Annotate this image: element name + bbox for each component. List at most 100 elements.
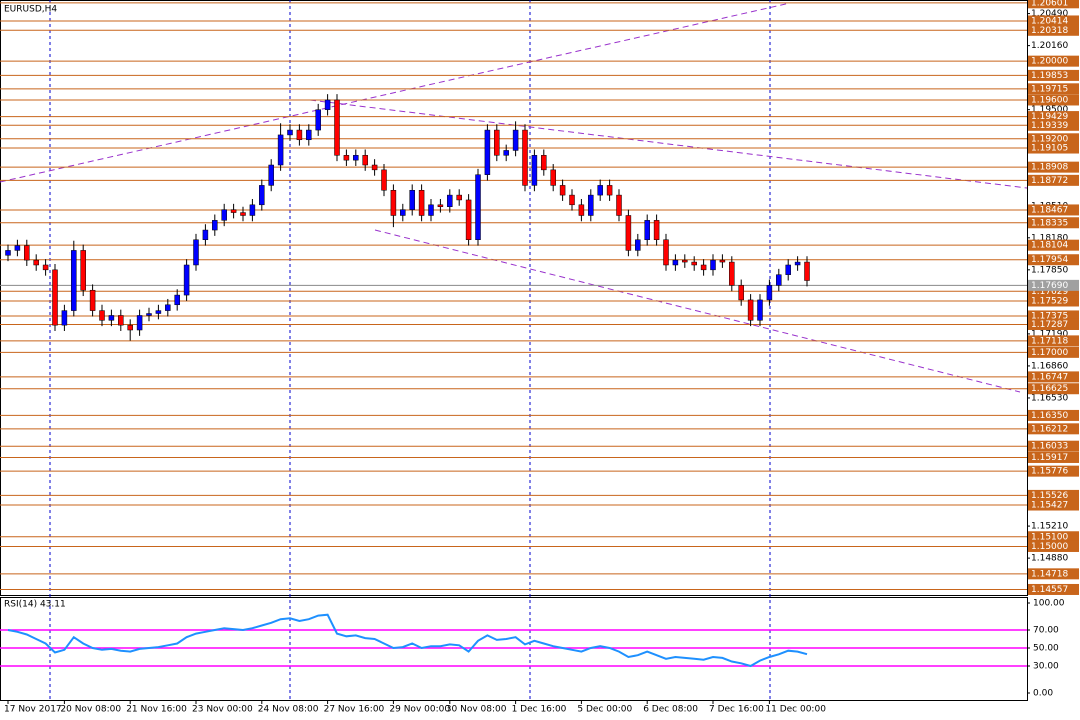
last-price-box	[1028, 279, 1079, 291]
candle-body	[747, 299, 754, 321]
level-label: 1.16747	[1031, 372, 1068, 382]
candle-body	[343, 155, 350, 161]
level-label-box	[1028, 371, 1079, 383]
level-label: 1.18772	[1031, 176, 1068, 186]
level-label: 1.19715	[1031, 84, 1068, 94]
candle-body	[118, 315, 124, 326]
trend-line	[309, 99, 1028, 189]
level-label: 1.20601	[1031, 0, 1068, 8]
candle-body	[362, 155, 368, 166]
candle-body	[183, 264, 190, 296]
candle-body	[5, 250, 11, 256]
level-label-box	[1028, 15, 1079, 27]
level-label: 1.16625	[1031, 384, 1068, 394]
level-label-box	[1028, 383, 1079, 395]
levels	[0, 2, 1027, 667]
candle-body	[202, 229, 209, 240]
candle-body	[324, 99, 331, 110]
y-tick-label: 1.14880	[1031, 554, 1068, 564]
x-tick-label: 30 Nov 08:00	[446, 705, 507, 715]
level-label: 1.19200	[1031, 134, 1068, 144]
candle-body	[127, 324, 133, 331]
candle-body	[268, 164, 274, 186]
level-label: 1.19853	[1031, 71, 1068, 81]
level-label: 1.19105	[1031, 144, 1068, 154]
level-label: 1.19600	[1031, 95, 1068, 105]
level-label: 1.15427	[1031, 501, 1068, 511]
candle-body	[108, 315, 115, 321]
candle-body	[550, 169, 556, 186]
candle-body	[729, 261, 735, 286]
candle-body	[719, 259, 726, 263]
level-label-box	[1028, 133, 1079, 145]
candle-body	[512, 129, 519, 151]
x-tick-label: 7 Dec 16:00	[709, 705, 764, 715]
x-tick-label: 11 Dec 00:00	[765, 705, 826, 715]
trend-lines	[0, 2, 1028, 393]
marks	[5, 13, 1030, 704]
y-tick-label: 70.00	[1033, 626, 1059, 636]
level-label-box	[1028, 55, 1079, 67]
trend-line	[0, 2, 791, 183]
candle-body	[776, 274, 782, 286]
y-tick-label: 0.00	[1033, 689, 1053, 699]
level-label: 1.17375	[1031, 311, 1068, 321]
candle-body	[682, 259, 688, 263]
candle-body	[569, 194, 575, 206]
candle-body	[165, 304, 171, 311]
x-tick-label: 6 Dec 08:00	[643, 705, 698, 715]
y-tick-label: 1.15210	[1031, 522, 1068, 532]
candle-body	[738, 285, 744, 301]
candle-body	[625, 215, 632, 251]
candle-body	[371, 164, 378, 171]
level-label-box	[1028, 540, 1079, 552]
labels: 1.204901.201601.195001.185101.181801.178…	[4, 0, 1079, 715]
candle-body	[672, 259, 679, 266]
level-label: 1.20414	[1031, 16, 1068, 26]
level-label: 1.17000	[1031, 348, 1068, 358]
main-pane-frame	[0, 0, 1028, 596]
candle-body	[61, 310, 68, 326]
x-tick-label: 21 Nov 16:00	[126, 705, 187, 715]
candle-body	[456, 194, 462, 201]
level-label-box	[1028, 142, 1079, 154]
candle-body	[212, 220, 218, 231]
level-label: 1.18335	[1031, 218, 1068, 228]
x-tick-label: 20 Nov 08:00	[60, 705, 121, 715]
level-label-box	[1028, 310, 1079, 322]
level-label-box	[1028, 217, 1079, 229]
level-label-box	[1028, 568, 1079, 580]
candle-body	[155, 310, 162, 314]
level-label-box	[1028, 489, 1079, 501]
candle-body	[136, 315, 143, 331]
level-label: 1.15917	[1031, 453, 1068, 463]
y-tick-label: 1.17190	[1031, 329, 1068, 339]
candle-body	[785, 264, 791, 275]
level-label-box	[1028, 531, 1079, 543]
level-label-box	[1028, 346, 1079, 358]
rsi-title: RSI(14) 43.11	[4, 600, 66, 610]
candle-body	[259, 185, 265, 206]
level-label-box	[1028, 409, 1079, 421]
candle-body	[146, 313, 152, 316]
level-label: 1.20000	[1031, 57, 1068, 67]
level-label-box	[1028, 161, 1079, 173]
level-label-box	[1028, 499, 1079, 511]
level-label: 1.15100	[1031, 532, 1068, 542]
candle-body	[447, 194, 453, 207]
level-label: 1.16350	[1031, 411, 1068, 421]
candle-body	[287, 129, 293, 136]
candle-body	[700, 264, 707, 271]
level-label-box	[1028, 0, 1079, 9]
y-tick-label: 1.18180	[1031, 233, 1068, 243]
candle-body	[794, 261, 801, 266]
candle-body	[710, 259, 716, 271]
level-label-box	[1028, 239, 1079, 251]
level-label-box	[1028, 583, 1079, 595]
candle-body	[597, 185, 603, 196]
candle-body	[804, 261, 810, 281]
x-tick-label: 1 Dec 16:00	[512, 705, 567, 715]
candle-body	[766, 285, 773, 301]
candle-body	[757, 299, 763, 321]
level-label-box	[1028, 318, 1079, 330]
